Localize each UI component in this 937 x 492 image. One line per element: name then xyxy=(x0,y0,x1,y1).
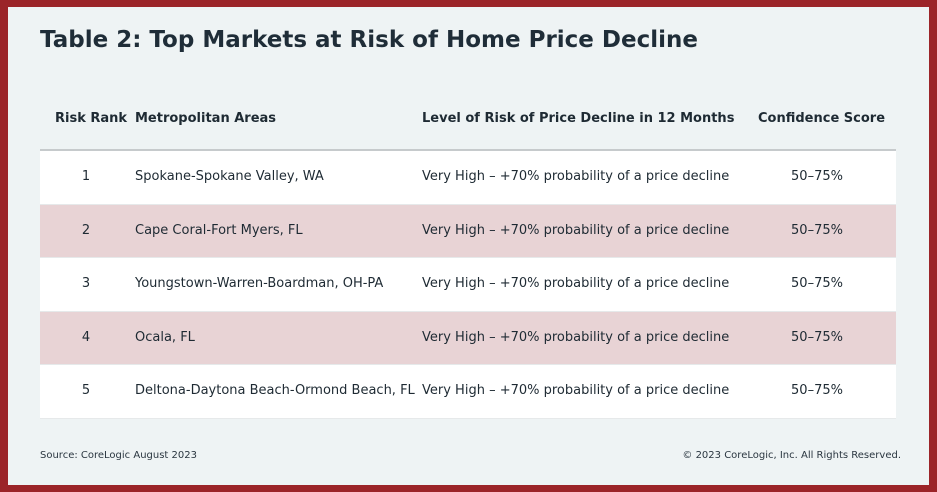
cell-risk-level: Very High – +70% probability of a price … xyxy=(422,222,730,238)
header-metropolitan-areas: Metropolitan Areas xyxy=(135,111,277,126)
table-row: 5 Deltona-Daytona Beach-Ormond Beach, FL… xyxy=(40,365,896,419)
page-title: Table 2: Top Markets at Risk of Home Pri… xyxy=(40,27,698,53)
header-risk-level: Level of Risk of Price Decline in 12 Mon… xyxy=(422,111,735,126)
cell-confidence: 50–75% xyxy=(791,329,843,345)
cell-metro: Youngstown-Warren-Boardman, OH-PA xyxy=(135,276,384,292)
cell-risk-level: Very High – +70% probability of a price … xyxy=(422,383,730,399)
cell-rank: 1 xyxy=(81,169,91,184)
cell-rank: 4 xyxy=(81,329,91,345)
markets-table: 1 Spokane-Spokane Valley, WA Very High –… xyxy=(40,149,896,419)
source-note: Source: CoreLogic August 2023 xyxy=(40,450,197,461)
cell-metro: Ocala, FL xyxy=(135,329,195,345)
table-row: 4 Ocala, FL Very High – +70% probability… xyxy=(40,311,896,366)
cell-metro: Deltona-Daytona Beach-Ormond Beach, FL xyxy=(135,383,415,399)
table-row: 1 Spokane-Spokane Valley, WA Very High –… xyxy=(40,151,896,205)
cell-risk-level: Very High – +70% probability of a price … xyxy=(422,169,730,184)
cell-metro: Spokane-Spokane Valley, WA xyxy=(135,169,324,184)
table-panel: Table 2: Top Markets at Risk of Home Pri… xyxy=(8,7,929,485)
cell-rank: 5 xyxy=(81,383,91,399)
cell-confidence: 50–75% xyxy=(791,276,843,292)
table-row: 2 Cape Coral-Fort Myers, FL Very High – … xyxy=(40,204,896,259)
cell-risk-level: Very High – +70% probability of a price … xyxy=(422,276,730,292)
cell-rank: 2 xyxy=(81,222,91,238)
header-confidence-score: Confidence Score xyxy=(758,111,886,126)
cell-confidence: 50–75% xyxy=(791,169,843,184)
cell-confidence: 50–75% xyxy=(791,222,843,238)
cell-metro: Cape Coral-Fort Myers, FL xyxy=(135,222,303,238)
table-row: 3 Youngstown-Warren-Boardman, OH-PA Very… xyxy=(40,258,896,312)
cell-rank: 3 xyxy=(81,276,91,292)
table-header: Risk Rank Metropolitan Areas Level of Ri… xyxy=(40,99,896,149)
cell-risk-level: Very High – +70% probability of a price … xyxy=(422,329,730,345)
copyright-note: © 2023 CoreLogic, Inc. All Rights Reserv… xyxy=(682,450,901,461)
header-risk-rank: Risk Rank xyxy=(55,111,128,126)
cell-confidence: 50–75% xyxy=(791,383,843,399)
